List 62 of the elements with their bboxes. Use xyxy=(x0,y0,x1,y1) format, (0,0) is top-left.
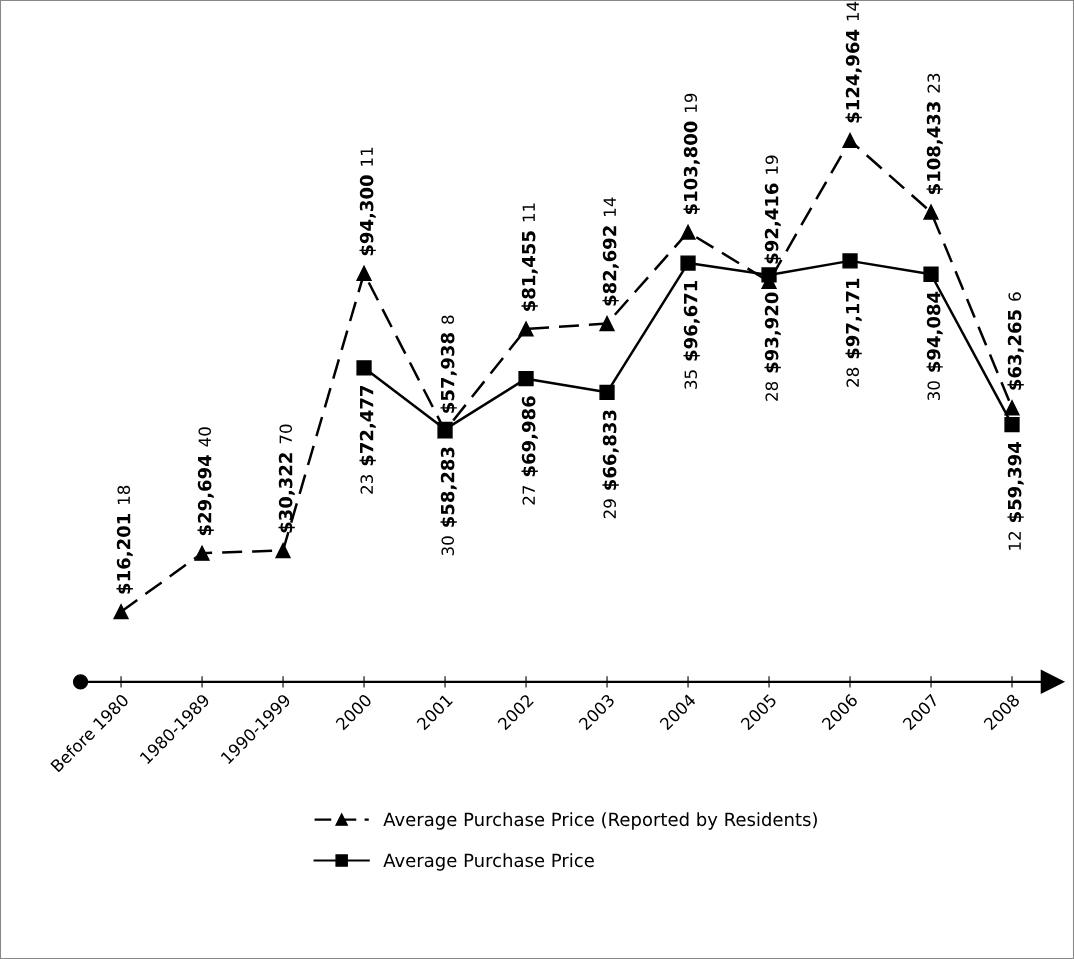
data-label: $97,171 xyxy=(845,278,862,359)
annotation: 6 xyxy=(1008,292,1022,301)
annotation: 28 xyxy=(846,367,860,387)
point xyxy=(680,224,696,240)
annotation: 11 xyxy=(522,203,535,222)
data-label: $58,283 xyxy=(440,447,457,527)
point xyxy=(518,321,534,337)
data-label: $94,300 xyxy=(359,175,376,256)
annotation: 30 xyxy=(441,536,455,556)
data-label: $63,265 xyxy=(1007,310,1024,390)
point xyxy=(1004,400,1020,416)
annotation: 30 xyxy=(927,381,941,401)
point xyxy=(761,267,777,283)
point xyxy=(923,266,939,282)
annotation: 40 xyxy=(198,427,212,447)
data-label: $66,833 xyxy=(602,410,619,490)
data-label: $81,455 xyxy=(521,231,538,311)
point xyxy=(923,204,939,220)
point xyxy=(599,384,615,400)
data-label: $72,477 xyxy=(359,385,376,466)
data-label: $93,920 xyxy=(764,292,781,373)
point xyxy=(680,255,696,271)
text: 19 xyxy=(684,93,698,112)
data-label: $92,416 xyxy=(764,183,781,264)
point xyxy=(194,545,210,561)
text: 14 xyxy=(846,1,859,21)
data-label: $69,986 xyxy=(521,396,538,477)
annotation: 27 xyxy=(522,485,535,505)
point xyxy=(275,542,291,559)
point xyxy=(842,253,858,269)
annotation: 11 xyxy=(360,147,373,166)
annotation: 8 xyxy=(441,315,455,324)
data-label: $103,800 xyxy=(683,121,700,215)
data-label: $108,433 xyxy=(926,102,943,195)
point xyxy=(518,371,534,387)
data-label: $124,964 xyxy=(845,29,862,123)
point xyxy=(1004,416,1020,433)
legend-label: Average Purchase Price (Reported by Residents) xyxy=(383,812,817,830)
data-label: $96,671 xyxy=(683,280,700,361)
annotation: 14 xyxy=(603,197,616,216)
point xyxy=(842,132,858,149)
data-label: $94,084 xyxy=(926,291,943,372)
point xyxy=(113,604,129,620)
annotation: 70 xyxy=(279,424,293,444)
point xyxy=(356,265,372,281)
data-label: $30,322 xyxy=(278,453,295,533)
annotation: 28 xyxy=(765,381,779,401)
data-label: $82,692 xyxy=(602,226,619,306)
data-label: $59,394 xyxy=(1007,442,1024,523)
annotation: 23 xyxy=(360,475,374,494)
annotation: 19 xyxy=(765,155,779,174)
data-label: $29,694 xyxy=(197,455,214,536)
data-label: $16,201 xyxy=(116,514,133,594)
data-label: $57,938 xyxy=(440,333,457,413)
annotation: 35 xyxy=(684,370,698,389)
annotation: 12 xyxy=(1008,532,1021,550)
text: 23 xyxy=(927,73,941,93)
legend-label: Average Purchase Price xyxy=(383,853,594,871)
annotation: 18 xyxy=(117,485,131,504)
annotation: 29 xyxy=(603,499,617,519)
point xyxy=(356,360,372,376)
point xyxy=(599,315,615,332)
